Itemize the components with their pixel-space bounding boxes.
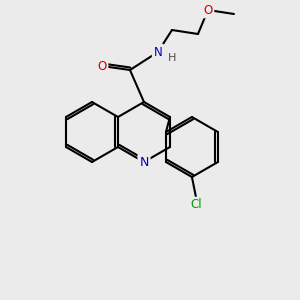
Text: Cl: Cl — [190, 199, 202, 212]
Text: N: N — [139, 155, 148, 169]
Text: O: O — [203, 4, 213, 16]
Text: O: O — [97, 59, 106, 73]
Text: N: N — [154, 46, 162, 59]
Text: H: H — [168, 53, 176, 63]
